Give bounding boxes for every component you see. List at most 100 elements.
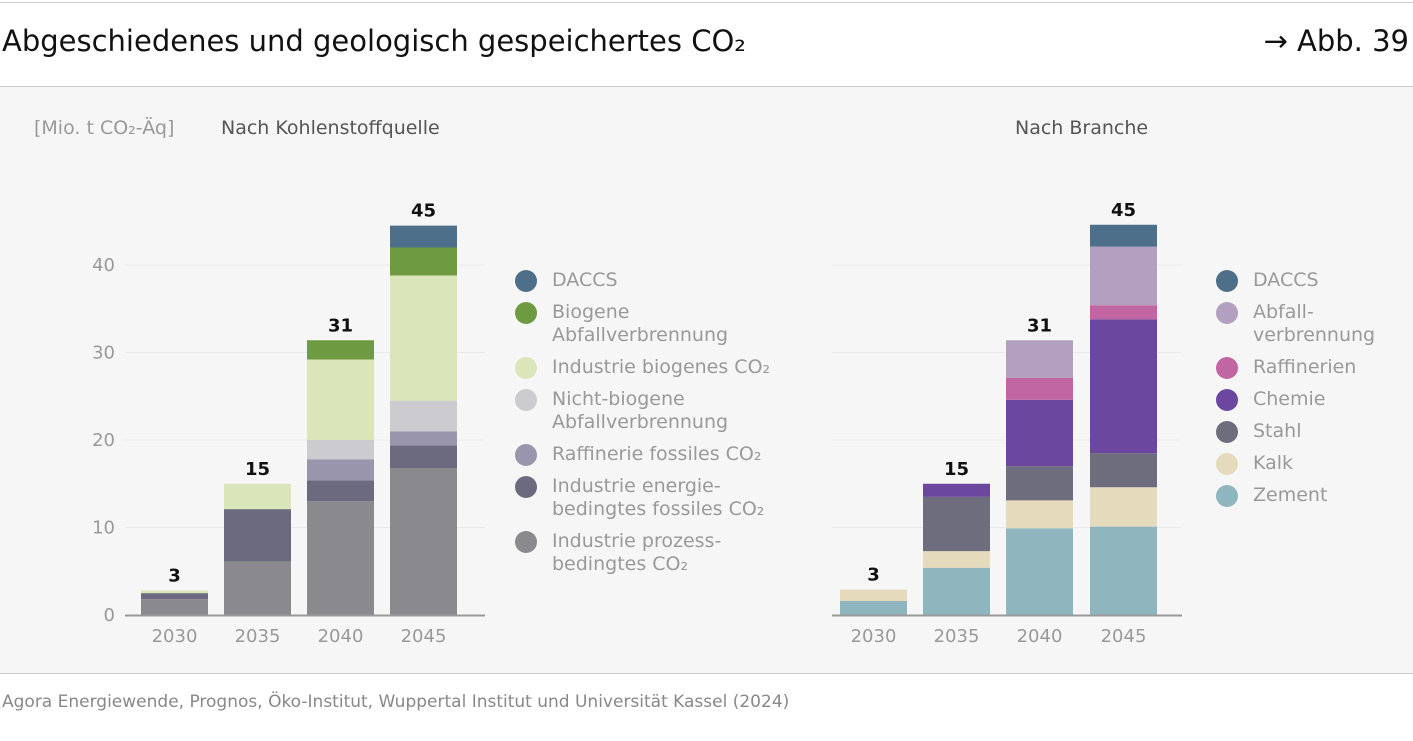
unit-label: [Mio. t CO₂-Äq] xyxy=(34,117,175,139)
legend-label: DACCS xyxy=(1253,269,1319,291)
legend-item: Industrie biogenes CO₂ xyxy=(515,356,792,379)
legend-item: Raffinerie fossiles CO₂ xyxy=(515,443,792,466)
bar-segment xyxy=(1090,305,1157,320)
bar-segment xyxy=(307,459,374,481)
legend-swatch xyxy=(1216,453,1238,475)
bar-segment xyxy=(1090,526,1157,615)
legend-item: Chemie xyxy=(1216,388,1393,411)
top-divider xyxy=(0,2,1413,3)
legend-item: Zement xyxy=(1216,484,1393,507)
chart-title-source: Nach Kohlenstoffquelle xyxy=(221,117,440,139)
legend-label: Industrie biogenes CO₂ xyxy=(552,356,771,378)
legend-swatch xyxy=(515,270,537,292)
total-label: 45 xyxy=(411,201,436,222)
legend-item: Biogene Abfallverbrennung xyxy=(515,301,792,347)
legend-label: Industrie prozess-bedingtes CO₂ xyxy=(552,530,722,575)
bar-segment xyxy=(307,340,374,360)
legend-item: Industrie prozess-bedingtes CO₂ xyxy=(515,530,792,576)
bar-segment xyxy=(1006,466,1073,501)
bar-segment xyxy=(307,480,374,502)
bar-segment xyxy=(224,561,291,615)
bar-segment xyxy=(1006,340,1073,378)
legend-label: Raffinerie fossiles CO₂ xyxy=(552,443,762,465)
x-tick-label: 2035 xyxy=(235,626,281,647)
y-tick-label: 30 xyxy=(92,343,115,364)
bar-segment xyxy=(141,590,208,594)
legend-label: Stahl xyxy=(1253,420,1302,442)
bar-segment xyxy=(923,496,990,552)
bar-segment xyxy=(307,501,374,615)
legend-source: DACCS Biogene Abfallverbrennung Industrie … xyxy=(515,269,792,585)
x-tick-label: 2040 xyxy=(318,626,364,647)
legend-swatch xyxy=(515,476,537,498)
y-tick-label: 20 xyxy=(92,430,115,451)
bar-segment xyxy=(1006,528,1073,615)
source-note: Agora Energiewende, Prognos, Öko-Institu… xyxy=(2,692,790,712)
legend-label: Biogene Abfallverbrennung xyxy=(552,301,729,346)
bar-segment xyxy=(1090,224,1157,247)
legend-swatch xyxy=(515,389,537,411)
legend-swatch xyxy=(1216,270,1238,292)
bar-segment xyxy=(1006,377,1073,400)
legend-item: Abfall-verbrennung xyxy=(1216,301,1393,347)
bar-segment xyxy=(390,445,457,468)
bar-segment xyxy=(307,440,374,460)
y-tick-label: 40 xyxy=(92,255,115,276)
bar-segment xyxy=(1006,500,1073,529)
legend-swatch xyxy=(1216,421,1238,443)
legend-sector: DACCS Abfall-verbrennung Raffinerien Chemie… xyxy=(1216,269,1393,516)
legend-swatch xyxy=(1216,485,1238,507)
bar-segment xyxy=(1006,399,1073,467)
x-tick-label: 2045 xyxy=(1101,626,1147,647)
bar-segment xyxy=(390,225,457,248)
legend-swatch xyxy=(1216,389,1238,411)
bar-segment xyxy=(390,275,457,401)
total-label: 31 xyxy=(1027,315,1052,336)
bar-segment xyxy=(1090,487,1157,527)
legend-item: Raffinerien xyxy=(1216,356,1393,379)
bar-segment xyxy=(224,483,291,510)
x-tick-label: 2030 xyxy=(152,626,198,647)
bar-segment xyxy=(141,593,208,600)
x-tick-label: 2045 xyxy=(401,626,447,647)
total-label: 45 xyxy=(1111,200,1136,221)
legend-swatch xyxy=(1216,302,1238,324)
legend-item: Stahl xyxy=(1216,420,1393,443)
bar-segment xyxy=(1090,246,1157,306)
bar-segment xyxy=(307,359,374,440)
bar-segment xyxy=(390,431,457,446)
legend-item: Nicht-biogene Abfallverbrennung xyxy=(515,388,792,434)
legend-swatch xyxy=(515,302,537,324)
total-label: 3 xyxy=(867,565,880,586)
bar-segment xyxy=(1090,453,1157,488)
x-tick-label: 2040 xyxy=(1017,626,1063,647)
legend-label: Nicht-biogene Abfallverbrennung xyxy=(552,388,729,433)
legend-label: DACCS xyxy=(552,269,618,291)
legend-item: Kalk xyxy=(1216,452,1393,475)
bar-segment xyxy=(390,468,457,615)
bar-segment xyxy=(840,589,907,601)
total-label: 15 xyxy=(944,459,969,480)
page-title: Abgeschiedenes und geologisch gespeicher… xyxy=(2,24,746,58)
legend-label: Kalk xyxy=(1253,452,1294,474)
legend-swatch xyxy=(515,531,537,553)
legend-swatch xyxy=(515,357,537,379)
legend-label: Zement xyxy=(1253,484,1328,506)
bar-segment xyxy=(923,567,990,615)
legend-swatch xyxy=(1216,357,1238,379)
bar-segment xyxy=(224,509,291,562)
x-tick-label: 2030 xyxy=(851,626,897,647)
total-label: 31 xyxy=(328,315,353,336)
legend-label: Chemie xyxy=(1253,388,1326,410)
legend-swatch xyxy=(515,444,537,466)
legend-item: DACCS xyxy=(1216,269,1393,292)
legend-item: Industrie energie-bedingtes fossiles CO₂ xyxy=(515,475,792,521)
bar-segment xyxy=(1090,319,1157,454)
bar-segment xyxy=(840,601,907,615)
bar-segment xyxy=(141,599,208,615)
total-label: 3 xyxy=(168,566,181,587)
legend-item: DACCS xyxy=(515,269,792,292)
legend-label: Raffinerien xyxy=(1253,356,1357,378)
y-tick-label: 0 xyxy=(104,605,115,626)
bar-segment xyxy=(390,247,457,276)
